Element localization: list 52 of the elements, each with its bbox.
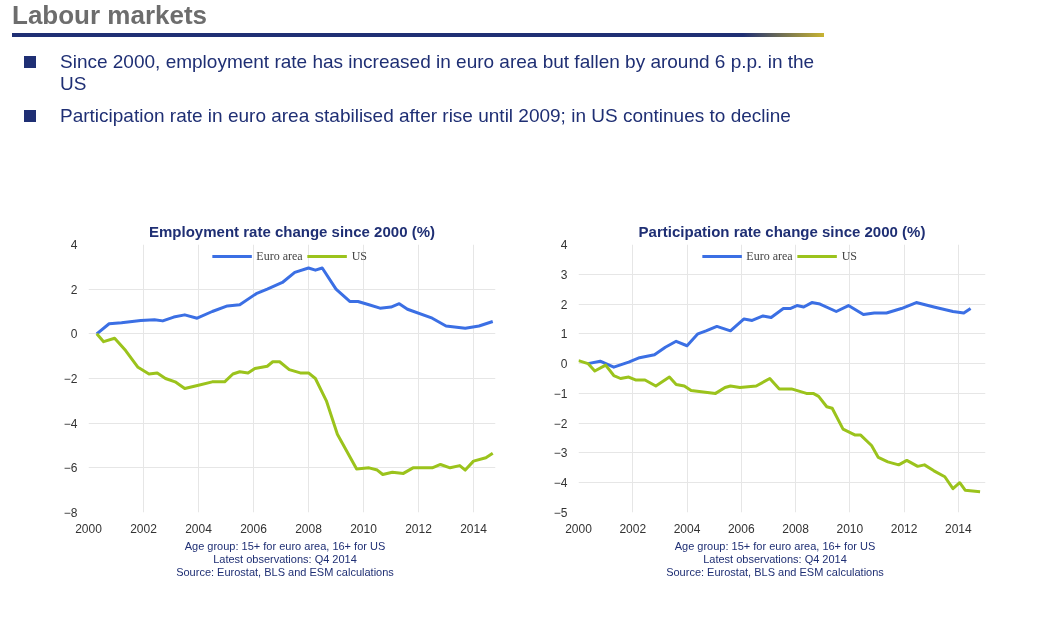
legend-label: US: [351, 248, 368, 264]
x-tick-label: 2002: [619, 521, 647, 536]
y-tick-label: 0: [560, 357, 568, 372]
x-tick-label: 2000: [565, 521, 593, 536]
x-tick-label: 2000: [75, 521, 103, 536]
text: Age group: 15+ for euro area, 16+ for US: [673, 540, 877, 553]
y-tick-label: −1: [553, 386, 568, 401]
x-tick-label: 2008: [295, 521, 323, 536]
y-tick-label: 2: [70, 282, 78, 297]
line-series: [578, 359, 982, 494]
x-tick-label: 2002: [130, 521, 158, 536]
text: Latest observations: Q4 2014: [212, 553, 358, 566]
y-tick-label: −6: [63, 461, 78, 476]
y-tick-label: −4: [63, 416, 78, 431]
x-tick-label: 2010: [350, 521, 378, 536]
source-note: Source: Eurostat, BLS and ESM calculations: [175, 566, 395, 579]
line-series: [95, 332, 495, 477]
x-tick-label: 2004: [673, 521, 701, 536]
y-tick-label: −4: [553, 476, 568, 491]
y-tick-label: 2: [560, 297, 568, 312]
x-tick-label: 2006: [727, 521, 755, 536]
x-tick-label: 2012: [405, 521, 433, 536]
chart-title: Participation rate change since 2000 (%): [638, 222, 926, 240]
y-tick-label: 4: [560, 238, 568, 252]
text: Latest observations: Q4 2014: [702, 553, 848, 566]
x-tick-label: 2014: [460, 521, 488, 536]
legend-label: Euro area: [746, 248, 793, 264]
y-tick-label: −2: [63, 372, 78, 386]
y-tick-label: 4: [70, 238, 78, 252]
x-tick-label: 2010: [836, 521, 864, 536]
legend-label: Euro area: [256, 248, 303, 264]
text: Since 2000, employment rate has increased in euro area but fallen by around 6 p.p. in the US: [60, 51, 816, 95]
x-tick-label: 2004: [185, 521, 213, 536]
y-tick-label: −2: [553, 416, 568, 431]
text: Age group: 15+ for euro area, 16+ for US: [183, 540, 387, 553]
text: Participation rate in euro area stabilised after rise until 2009; in US continues to decline: [60, 105, 791, 127]
chart-title: Employment rate change since 2000 (%): [149, 222, 435, 240]
x-tick-label: 2008: [782, 521, 810, 536]
x-tick-label: 2014: [945, 521, 973, 536]
y-tick-label: 0: [70, 327, 78, 342]
legend-label: US: [841, 248, 858, 264]
line-series: [586, 301, 973, 369]
y-tick-label: −5: [553, 506, 568, 520]
line-series: [95, 266, 495, 336]
y-tick-label: −3: [553, 446, 568, 461]
text: Labour markets: [11, 0, 209, 32]
x-tick-label: 2006: [240, 521, 268, 536]
y-tick-label: −8: [63, 506, 78, 520]
source-note: Source: Eurostat, BLS and ESM calculations: [665, 566, 885, 579]
y-tick-label: 3: [560, 267, 568, 282]
x-tick-label: 2012: [890, 521, 918, 536]
y-tick-label: 1: [560, 327, 568, 342]
